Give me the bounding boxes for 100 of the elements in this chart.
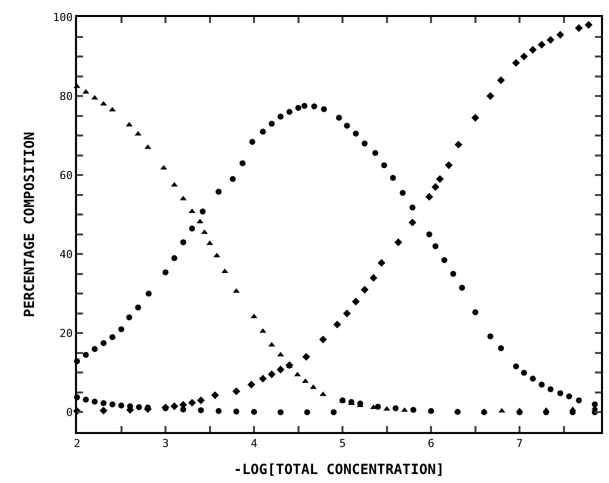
point: [370, 274, 378, 282]
point: [487, 333, 494, 340]
point: [548, 386, 554, 392]
y-tick-label: 20: [60, 327, 73, 340]
point: [180, 239, 186, 246]
y-axis-title: PERCENTAGE COMPOSITION: [22, 132, 38, 318]
point: [92, 398, 98, 405]
point: [592, 401, 598, 408]
point: [557, 390, 564, 396]
point: [249, 138, 256, 145]
point: [100, 340, 107, 346]
point: [343, 310, 351, 318]
point: [301, 102, 308, 109]
point: [513, 363, 520, 370]
point: [247, 380, 256, 388]
point: [196, 218, 204, 224]
point: [441, 257, 448, 264]
point: [302, 353, 310, 361]
point: [92, 346, 98, 352]
point: [268, 120, 275, 127]
y-tick-label: 0: [66, 406, 73, 420]
point: [344, 122, 350, 129]
point: [100, 406, 108, 415]
point: [392, 405, 399, 412]
point: [381, 162, 388, 168]
point: [432, 243, 438, 250]
point: [374, 404, 381, 410]
point: [574, 24, 583, 32]
x-tick-label: 7: [516, 437, 523, 450]
point: [100, 400, 107, 406]
point: [109, 401, 116, 408]
y-tick-label: 100: [52, 10, 73, 24]
x-tick-label: 5: [339, 437, 346, 450]
x-tick-label: 3: [162, 437, 169, 450]
x-tick-label: 6: [428, 437, 434, 450]
point: [481, 409, 488, 416]
point: [201, 229, 208, 234]
point: [454, 140, 462, 149]
point: [126, 314, 132, 320]
point: [311, 103, 318, 110]
point: [432, 183, 440, 191]
point: [538, 40, 546, 49]
point: [520, 52, 528, 60]
point: [410, 406, 416, 413]
point: [378, 258, 386, 267]
point: [250, 314, 258, 318]
point: [330, 409, 337, 416]
point: [295, 104, 302, 111]
point: [352, 130, 359, 137]
point: [486, 92, 494, 100]
x-tick-label: 4: [250, 437, 258, 450]
point: [372, 150, 378, 156]
point: [333, 320, 342, 328]
point: [538, 382, 545, 388]
point: [390, 174, 396, 181]
point: [198, 407, 204, 414]
point: [118, 326, 124, 332]
point: [444, 161, 453, 170]
point: [258, 374, 267, 383]
point: [251, 408, 258, 415]
point: [278, 409, 284, 416]
point: [233, 408, 240, 414]
point: [319, 336, 327, 344]
point: [360, 286, 369, 294]
y-tick-label: 60: [60, 168, 73, 182]
y-tick-label: 80: [60, 90, 73, 103]
point: [216, 408, 222, 414]
point: [546, 36, 554, 44]
point: [362, 140, 368, 146]
point: [268, 370, 276, 378]
point: [146, 290, 152, 297]
point: [260, 128, 266, 135]
y-tick-label: 40: [60, 248, 73, 261]
point: [278, 114, 284, 120]
point: [408, 218, 416, 226]
point: [394, 238, 402, 246]
point: [409, 204, 416, 210]
point: [512, 58, 520, 67]
point: [401, 407, 408, 412]
point: [459, 284, 466, 291]
point: [530, 376, 536, 382]
point: [336, 114, 342, 121]
point: [436, 175, 444, 183]
point: [170, 402, 178, 410]
point: [276, 366, 284, 374]
point: [472, 309, 478, 316]
x-axis-title: -LOG[TOTAL CONCENTRATION]: [234, 462, 444, 478]
point: [189, 225, 196, 232]
point: [200, 208, 206, 214]
point: [135, 304, 142, 310]
point: [82, 352, 89, 358]
point: [188, 398, 196, 407]
point: [520, 370, 527, 376]
point: [471, 114, 480, 122]
point: [543, 409, 550, 416]
point: [286, 108, 292, 115]
point: [240, 160, 246, 166]
point: [450, 270, 456, 277]
point: [576, 397, 582, 404]
point: [425, 192, 434, 201]
